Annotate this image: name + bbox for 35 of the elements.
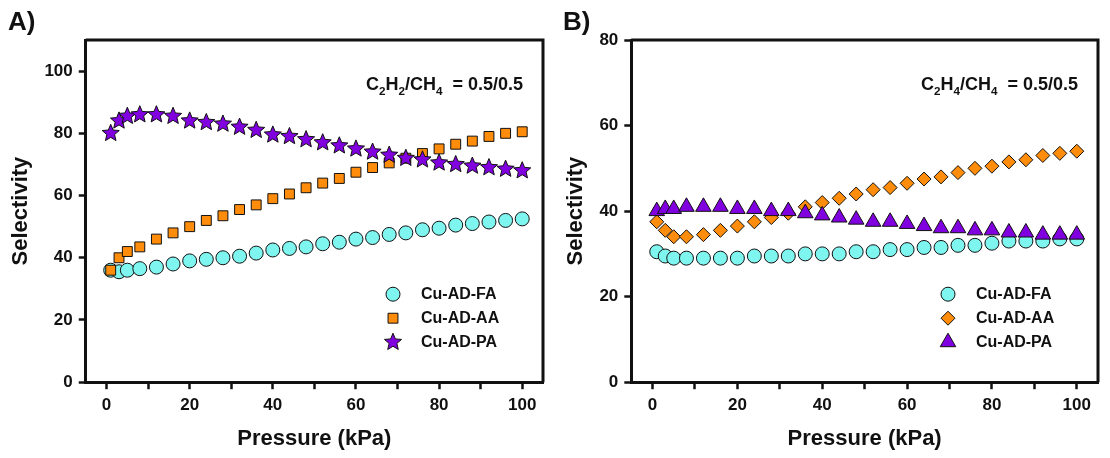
y-tick-label: 0 — [608, 371, 619, 391]
x-tick-label: 20 — [727, 395, 747, 415]
y-tick-label: 60 — [599, 115, 619, 135]
legend-label: Cu-AD-FA — [976, 284, 1052, 302]
legend-label: Cu-AD-AA — [421, 308, 500, 326]
y-tick-label: 100 — [44, 60, 73, 80]
legend-label: Cu-AD-FA — [421, 284, 497, 302]
x-tick-label: 80 — [429, 395, 449, 415]
x-axis-title: Pressure (kPa) — [787, 424, 942, 450]
y-tick-label: 20 — [53, 309, 73, 329]
y-tick-label: 40 — [53, 247, 73, 267]
y-tick-label: 40 — [599, 200, 619, 220]
x-tick-label: 0 — [647, 395, 658, 415]
legend-label: Cu-AD-AA — [976, 308, 1055, 326]
y-tick-label: 0 — [63, 371, 73, 391]
chart-title: A) — [8, 6, 36, 36]
y-axis-title: Selectivity — [7, 155, 33, 266]
x-tick-label: 40 — [263, 395, 283, 415]
y-axis-title: Selectivity — [562, 155, 588, 266]
x-tick-label: 100 — [508, 395, 537, 415]
x-tick-label: 60 — [346, 395, 366, 415]
x-tick-label: 100 — [1062, 395, 1091, 415]
y-tick-label: 60 — [53, 185, 73, 205]
x-tick-label: 80 — [982, 395, 1002, 415]
legend-label: Cu-AD-PA — [976, 332, 1053, 350]
chart-title: B) — [563, 6, 591, 36]
x-axis-title: Pressure (kPa) — [237, 424, 392, 450]
y-tick-label: 80 — [53, 123, 73, 143]
legend-label: Cu-AD-PA — [421, 332, 498, 350]
x-tick-label: 40 — [812, 395, 832, 415]
y-tick-label: 20 — [599, 286, 619, 306]
x-tick-label: 0 — [101, 395, 112, 415]
y-tick-label: 80 — [599, 29, 619, 49]
x-tick-label: 60 — [897, 395, 917, 415]
x-tick-label: 20 — [180, 395, 200, 415]
